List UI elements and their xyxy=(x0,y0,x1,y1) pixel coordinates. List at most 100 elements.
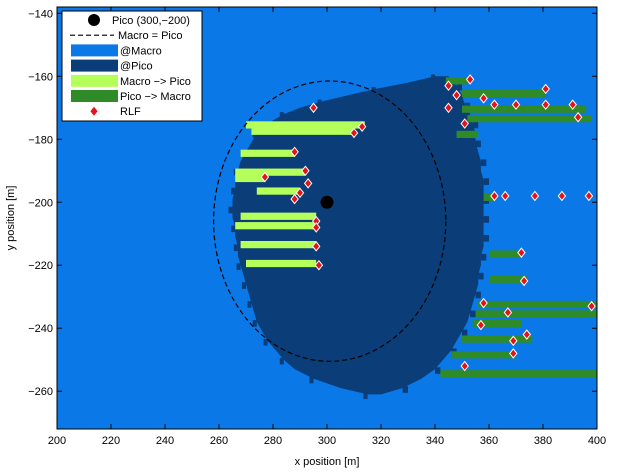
legend-entry-pico_area: @Pico xyxy=(71,59,153,73)
legend-symbol-m2p xyxy=(71,74,118,87)
macro-to-pico-strip xyxy=(240,149,295,157)
pico-step-right xyxy=(478,272,484,280)
x-tick-label: 220 xyxy=(102,435,120,447)
pico-step-right xyxy=(462,329,468,337)
pico-step-left xyxy=(309,376,314,384)
y-axis-label: y position [m] xyxy=(5,186,17,251)
rlf-marker xyxy=(557,190,567,202)
rlf-marker xyxy=(357,121,367,132)
rlf-marker xyxy=(509,335,518,347)
y-tick-label: −140 xyxy=(28,8,53,20)
legend-entry-macro_area: @Macro xyxy=(71,44,162,57)
rlf-marker xyxy=(479,297,488,309)
pico-step-right xyxy=(472,121,479,129)
macro-to-pico-strip xyxy=(246,259,317,268)
pico-step-right xyxy=(483,235,489,242)
boundary-ellipse xyxy=(213,80,447,362)
y-tick-label: −240 xyxy=(28,323,53,335)
rlf-marker xyxy=(568,99,577,110)
pico-step-right xyxy=(483,178,489,185)
rlf-marker xyxy=(309,102,318,114)
pico-step-left xyxy=(430,74,435,82)
legend-entry-pico: Pico (300,−200) xyxy=(88,14,190,27)
y-tick-label: −180 xyxy=(28,134,53,146)
rlf-marker xyxy=(303,178,313,189)
legend-entry-rlf: RLF xyxy=(90,106,141,118)
legend-entry-p2m: Pico −> Macro xyxy=(71,90,191,103)
pico-to-macro-strip xyxy=(462,335,533,343)
rlf-marker xyxy=(490,99,499,110)
pico-step-right xyxy=(435,367,441,374)
x-tick-label: 360 xyxy=(480,435,498,447)
pico-region-edge-steps xyxy=(228,74,489,400)
x-tick-label: 380 xyxy=(534,435,552,447)
y-tick-label: −200 xyxy=(28,197,53,209)
rlf-marker xyxy=(573,111,583,123)
rlf-marker xyxy=(511,99,521,110)
rlf-marker xyxy=(479,93,488,104)
pico-to-macro-strip xyxy=(445,77,468,85)
rlf-marker xyxy=(301,165,310,177)
legend-label: Pico −> Macro xyxy=(120,91,191,103)
legend-symbol-p2m xyxy=(71,90,118,102)
pico-step-left xyxy=(252,320,257,327)
pico-step-right xyxy=(480,253,487,261)
x-tick-label: 300 xyxy=(318,435,336,447)
pico-step-left xyxy=(231,187,236,195)
rlf-marker xyxy=(295,187,305,199)
legend-symbol-rlf xyxy=(90,106,98,116)
axes: 200 220 240 260 280 300 320 340 360 380 400 −140 −16… xyxy=(28,6,606,447)
rlf-marker xyxy=(311,222,321,233)
legend-label: @Pico xyxy=(120,61,153,73)
pico-to-macro-strip xyxy=(489,250,522,258)
rlf-marker xyxy=(452,89,461,101)
macro-to-pico-strip xyxy=(240,240,317,249)
legend-label: Pico (300,−200) xyxy=(112,15,190,27)
legend: Pico (300,−200) Macro = Pico @Macro @Pico Ma… xyxy=(61,10,203,122)
pico-to-macro-strip xyxy=(478,300,597,309)
pico-step-left xyxy=(263,338,268,346)
pico-to-macro-strip xyxy=(483,193,495,201)
rlf-marker xyxy=(509,348,518,359)
rlf-marker xyxy=(541,99,550,110)
rlf-marker xyxy=(311,241,321,252)
x-tick-label: 200 xyxy=(48,435,66,447)
y-tick-label: −220 xyxy=(28,260,53,272)
macro-to-pico-strip xyxy=(235,222,317,230)
macro-to-pico-strip xyxy=(240,212,317,220)
pico-step-left xyxy=(247,301,252,308)
legend-entry-boundary: Macro = Pico xyxy=(70,30,183,42)
x-tick-label: 280 xyxy=(264,435,282,447)
legend-label: @Macro xyxy=(120,45,162,57)
rlf-marker xyxy=(522,329,532,340)
pico-step-right xyxy=(456,83,462,91)
legend-label: Macro = Pico xyxy=(118,30,183,42)
macro-to-pico-strip xyxy=(246,121,365,129)
rlf-marker xyxy=(460,360,469,372)
rlf-marker xyxy=(584,190,594,202)
pico-step-left xyxy=(228,206,233,214)
pico-to-macro-strip xyxy=(475,310,597,318)
rlf-marker xyxy=(503,307,513,318)
legend-label: RLF xyxy=(120,106,141,118)
pico-step-right xyxy=(483,216,489,223)
macro-to-pico-strip xyxy=(256,187,300,195)
pico-step-left xyxy=(363,392,368,400)
rlf-marker xyxy=(465,74,475,85)
pico-step-right xyxy=(470,310,476,318)
pico-step-left xyxy=(279,357,284,365)
legend-symbol-macro_area xyxy=(71,44,118,57)
pico-to-macro-strip xyxy=(489,275,527,283)
rlf-marker xyxy=(519,275,529,287)
pico-step-right xyxy=(480,159,487,167)
x-tick-label: 400 xyxy=(588,435,606,447)
rlf-marker xyxy=(460,118,469,129)
pico-step-right xyxy=(475,140,481,148)
pico-to-macro-strip xyxy=(467,115,592,123)
legend-symbol-pico xyxy=(88,14,100,26)
x-axis-label: x position [m] xyxy=(295,456,360,468)
pico-step-left xyxy=(371,86,376,94)
pico-step-left xyxy=(241,282,246,289)
